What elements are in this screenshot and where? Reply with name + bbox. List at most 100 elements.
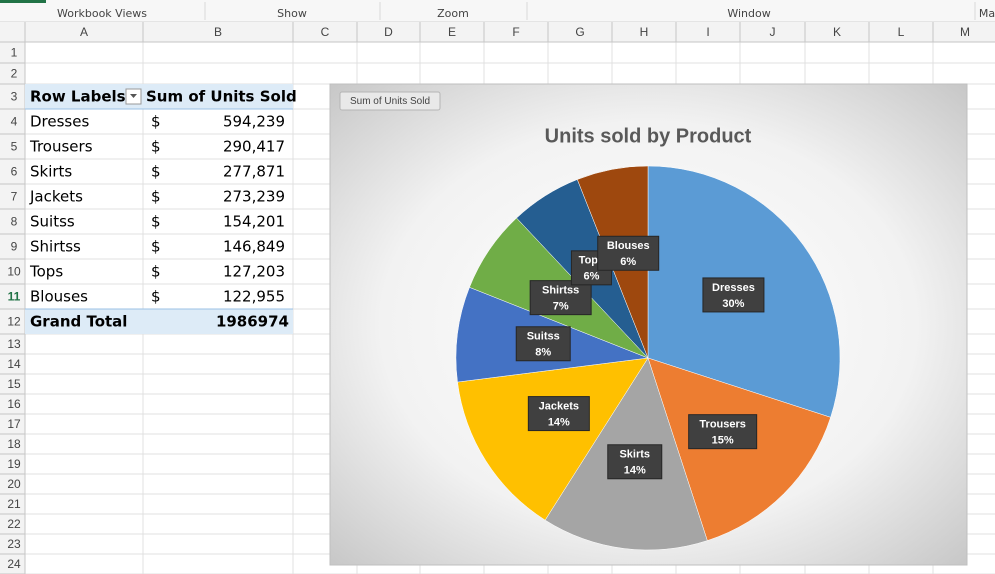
data-label-percent: 15% xyxy=(712,435,734,447)
column-header-bar xyxy=(0,22,995,42)
row-header: 14 xyxy=(7,357,21,371)
pivot-total-bg xyxy=(25,309,293,334)
column-header: L xyxy=(898,25,905,39)
units-value: 122,955 xyxy=(223,288,285,306)
data-label-category: Skirts xyxy=(619,449,650,461)
data-label-box xyxy=(702,277,765,313)
data-label-box xyxy=(529,280,592,316)
units-value: 127,203 xyxy=(223,263,285,281)
data-label-box xyxy=(688,414,758,450)
ribbon-tab xyxy=(0,0,46,3)
column-header: D xyxy=(384,25,393,39)
data-label-percent: 6% xyxy=(620,256,636,268)
units-value: 146,849 xyxy=(223,238,285,256)
total-value: 1986974 xyxy=(216,313,289,331)
pie-slice xyxy=(647,357,831,541)
data-label-percent: 8% xyxy=(535,347,551,359)
currency-symbol: $ xyxy=(151,213,161,231)
data-label-percent: 6% xyxy=(583,271,599,283)
row-header: 12 xyxy=(7,315,21,329)
column-header: H xyxy=(640,25,649,39)
column-header: G xyxy=(575,25,584,39)
ribbon xyxy=(0,0,995,22)
currency-symbol: $ xyxy=(151,138,161,156)
column-header: M xyxy=(960,25,970,39)
row-header: 23 xyxy=(7,537,21,551)
data-label-category: Jackets xyxy=(539,400,579,412)
pivot-header: Sum of Units Sold xyxy=(146,88,297,106)
units-value: 154,201 xyxy=(223,213,285,231)
units-value: 594,239 xyxy=(223,113,285,131)
row-label: Blouses xyxy=(30,288,88,306)
field-button[interactable] xyxy=(339,91,441,111)
units-value: 277,871 xyxy=(223,163,285,181)
data-label-category: Blouses xyxy=(607,240,650,252)
currency-symbol: $ xyxy=(151,113,161,131)
row-header: 13 xyxy=(7,337,21,351)
row-label: Skirts xyxy=(30,163,72,181)
data-label-category: Trousers xyxy=(699,419,745,431)
row-header: 20 xyxy=(7,477,21,491)
row-header: 11 xyxy=(8,290,21,304)
row-header: 4 xyxy=(11,115,18,129)
ribbon-group-label: Zoom xyxy=(437,7,469,20)
column-header: I xyxy=(706,25,709,39)
ribbon-group-label: Show xyxy=(277,7,307,20)
data-label-category: Suitss xyxy=(527,331,560,343)
data-label-category: Dresses xyxy=(712,282,755,294)
column-header: F xyxy=(512,25,519,39)
row-header: 5 xyxy=(11,140,18,154)
ribbon-group-label: Ma xyxy=(979,7,995,20)
data-label-box xyxy=(607,444,663,480)
row-header: 17 xyxy=(7,417,21,431)
data-label-percent: 7% xyxy=(553,301,569,313)
currency-symbol: $ xyxy=(151,188,161,206)
row-header: 19 xyxy=(7,457,21,471)
row-header: 18 xyxy=(7,437,21,451)
row-label: Trousers xyxy=(29,138,93,156)
column-header: E xyxy=(448,25,456,39)
row-header: 10 xyxy=(7,265,21,279)
data-label-percent: 14% xyxy=(624,465,646,477)
column-header: C xyxy=(321,25,330,39)
row-label: Shirtss xyxy=(30,238,81,256)
currency-symbol: $ xyxy=(151,288,161,306)
row-label: Tops xyxy=(29,263,63,281)
row-header: 24 xyxy=(7,557,21,571)
currency-symbol: $ xyxy=(151,238,161,256)
data-label-box xyxy=(515,326,571,362)
row-header: 6 xyxy=(11,165,18,179)
ribbon-group-label: Window xyxy=(727,7,770,20)
row-label: Suitss xyxy=(30,213,75,231)
column-header: J xyxy=(770,25,776,39)
row-header: 9 xyxy=(11,240,18,254)
pie-slice xyxy=(457,357,649,521)
data-label-percent: 14% xyxy=(548,416,570,428)
units-value: 290,417 xyxy=(223,138,285,156)
currency-symbol: $ xyxy=(151,263,161,281)
row-header: 7 xyxy=(11,190,18,204)
data-label-category: Shirtss xyxy=(542,285,579,297)
row-header: 21 xyxy=(7,497,21,511)
units-value: 273,239 xyxy=(223,188,285,206)
row-header: 8 xyxy=(11,215,18,229)
row-header: 2 xyxy=(11,67,18,81)
row-label: Dresses xyxy=(30,113,89,131)
field-button-label: Sum of Units Sold xyxy=(350,96,430,107)
row-header: 3 xyxy=(11,90,18,104)
row-label: Jackets xyxy=(29,188,83,206)
row-header: 15 xyxy=(7,377,21,391)
chart-title: Units sold by Product xyxy=(545,125,752,147)
row-header: 16 xyxy=(7,397,21,411)
data-label-box xyxy=(597,235,660,271)
total-label: Grand Total xyxy=(30,313,127,331)
pivot-header-bg xyxy=(25,84,293,109)
row-header: 22 xyxy=(7,517,21,531)
column-header: K xyxy=(833,25,841,39)
column-header: B xyxy=(214,25,222,39)
column-header: A xyxy=(80,25,88,39)
row-header-bar xyxy=(0,42,25,574)
pivot-header: Row Labels xyxy=(30,88,126,106)
